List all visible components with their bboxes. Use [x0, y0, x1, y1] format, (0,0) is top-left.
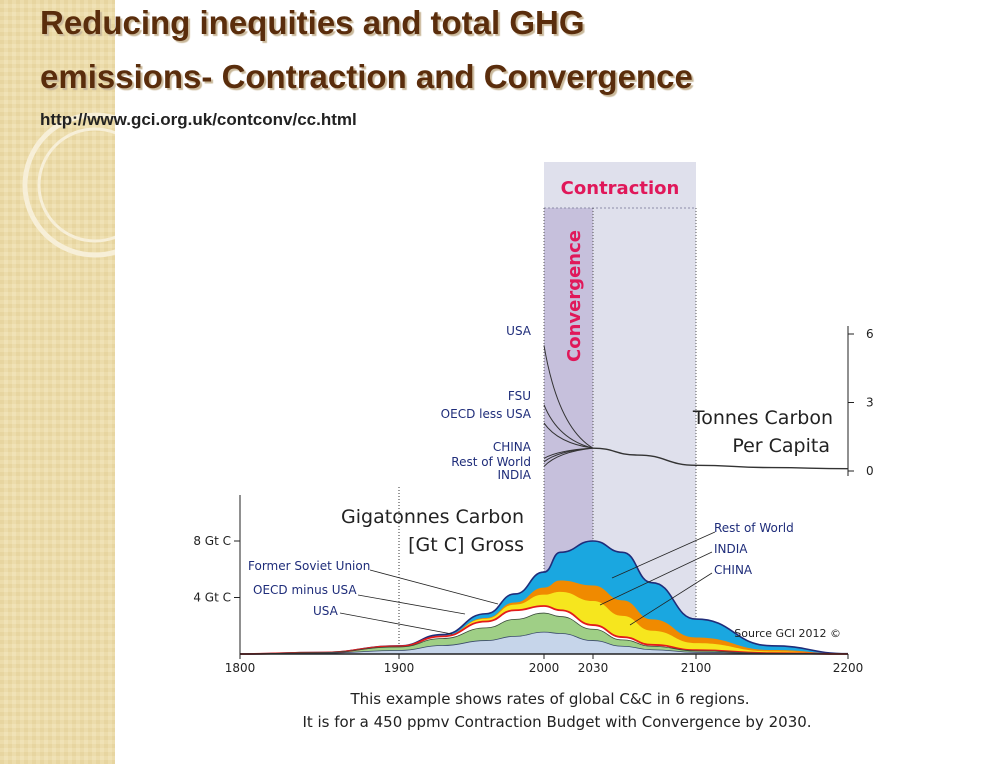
x-tick-label: 2200 — [833, 661, 864, 675]
per-capita-series-label: Rest of World — [451, 455, 531, 469]
gigatonnes-title-line2: [Gt C] Gross — [408, 534, 524, 556]
series-label-usa: USA — [313, 604, 339, 618]
slide-title-line-1: Reducing inequities and total GHG — [40, 4, 585, 41]
per-capita-series-label: FSU — [508, 389, 531, 403]
series-label-fsu: Former Soviet Union — [248, 559, 370, 573]
caption-line1: This example shows rates of global C&C i… — [349, 690, 749, 708]
convergence-label: Convergence — [564, 230, 585, 362]
deco-ring — [22, 112, 115, 258]
per-capita-tick-label: 3 — [866, 396, 874, 410]
per-capita-series-label: OECD less USA — [441, 407, 532, 421]
emissions-areas — [239, 540, 849, 655]
series-label-india: INDIA — [714, 542, 748, 556]
per-capita-line — [543, 404, 594, 449]
leader-china — [629, 572, 713, 626]
slide-title-line-2: emissions- Contraction and Convergence — [40, 58, 693, 95]
leader-india — [599, 551, 713, 606]
y-axis-right-ticks: 0 3 6 — [848, 327, 874, 478]
x-tick-label: 1800 — [225, 661, 256, 675]
per-capita-series-label: USA — [506, 324, 532, 338]
caption-line2: It is for a 450 ppmv Contraction Budget … — [302, 713, 811, 731]
contraction-label: Contraction — [561, 178, 680, 199]
per-capita-series-label: CHINA — [493, 440, 532, 454]
y-tick-label: 4 Gt C — [193, 591, 231, 605]
per-capita-title-line2: Per Capita — [732, 435, 830, 457]
per-capita-series-label: INDIA — [497, 468, 531, 482]
slide-decoration — [0, 0, 115, 764]
gigatonnes-title-line1: Gigatonnes Carbon — [341, 506, 524, 528]
area-red-boundary — [239, 605, 849, 655]
per-capita-line — [543, 447, 594, 467]
source-credit: Source GCI 2012 © — [734, 627, 841, 640]
per-capita-tick-label: 0 — [866, 464, 874, 478]
area-usa — [240, 632, 848, 654]
x-tick-label: 2100 — [681, 661, 712, 675]
deco-ring — [37, 127, 115, 243]
area-oecd-outline — [239, 612, 849, 655]
x-tick-label: 1900 — [384, 661, 415, 675]
per-capita-title-line1: Tonnes Carbon — [692, 407, 833, 429]
per-capita-global-line — [592, 447, 849, 470]
area-usa-outline — [239, 631, 849, 655]
y-axis-left-ticks: 4 Gt C 8 Gt C — [193, 534, 240, 605]
x-axis-ticks: 1800 1900 2000 2030 2100 2200 — [225, 654, 864, 675]
x-tick-label: 2030 — [578, 661, 609, 675]
leader-row — [611, 531, 716, 579]
x-tick-label: 2000 — [529, 661, 560, 675]
series-label-china: CHINA — [714, 563, 753, 577]
per-capita-tick-label: 6 — [866, 327, 874, 341]
per-capita-lines — [543, 345, 849, 470]
y-tick-label: 8 Gt C — [193, 534, 231, 548]
per-capita-line — [543, 422, 594, 449]
leader-fsu — [369, 569, 499, 605]
per-capita-line — [543, 345, 594, 449]
series-label-rest-of-world: Rest of World — [714, 521, 794, 535]
leader-oecd — [357, 594, 466, 615]
source-url[interactable]: http://www.gci.org.uk/contconv/cc.html — [40, 110, 357, 129]
series-label-oecd: OECD minus USA — [253, 583, 357, 597]
leader-usa — [339, 612, 453, 635]
